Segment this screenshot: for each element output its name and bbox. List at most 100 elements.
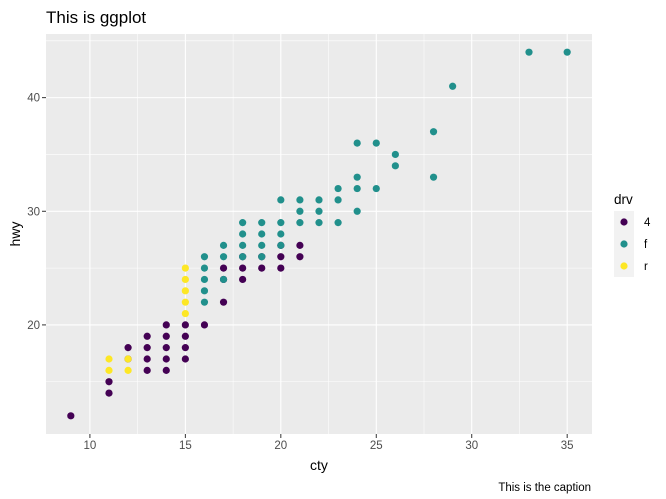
data-point-f xyxy=(563,48,571,56)
data-point-r xyxy=(124,366,132,374)
legend-swatch-r xyxy=(620,262,628,270)
data-point-f xyxy=(219,253,228,261)
data-point-r xyxy=(181,275,189,284)
data-point-4 xyxy=(143,355,151,363)
legend: drv 4 fr xyxy=(614,192,651,277)
data-point-4 xyxy=(162,344,170,352)
data-point-f xyxy=(296,207,304,215)
data-point-f xyxy=(353,207,361,215)
data-point-f xyxy=(258,219,266,227)
data-point-4 xyxy=(296,241,304,249)
data-point-f xyxy=(200,275,209,284)
data-point-f xyxy=(353,184,361,193)
legend-label-r: r xyxy=(644,261,648,273)
data-point-f xyxy=(239,241,247,249)
y-axis-title: hwy xyxy=(7,222,23,247)
data-point-f xyxy=(334,219,342,227)
data-point-4 xyxy=(181,355,189,363)
legend-label-f: f xyxy=(644,239,648,251)
x-tick-label: 35 xyxy=(561,440,574,452)
data-point-f xyxy=(296,219,304,227)
data-point-4 xyxy=(277,253,285,261)
x-tick-label: 25 xyxy=(370,440,383,452)
data-point-4 xyxy=(277,264,285,272)
data-point-4 xyxy=(181,332,189,340)
x-axis-title: cty xyxy=(310,457,328,473)
data-point-4 xyxy=(219,264,228,272)
data-point-f xyxy=(239,253,247,261)
data-point-f xyxy=(200,264,209,272)
chart-caption: This is the caption xyxy=(498,482,591,494)
data-point-f xyxy=(239,219,247,227)
y-tick-label: 40 xyxy=(27,93,40,105)
data-point-r xyxy=(181,309,189,318)
data-point-f xyxy=(200,253,209,261)
data-point-r xyxy=(124,355,132,363)
data-point-f xyxy=(219,241,228,249)
data-point-4 xyxy=(162,355,170,363)
legend-label-4: 4 xyxy=(644,217,651,229)
data-point-4 xyxy=(105,389,113,397)
x-tick-label: 15 xyxy=(179,440,192,452)
data-point-4 xyxy=(181,321,189,329)
data-points xyxy=(67,48,571,420)
data-point-f xyxy=(200,298,209,306)
data-point-f xyxy=(449,82,457,90)
data-point-4 xyxy=(143,366,151,374)
x-tick-label: 20 xyxy=(274,440,287,452)
data-point-r xyxy=(181,287,189,295)
data-point-f xyxy=(277,241,285,249)
data-point-4 xyxy=(200,321,209,329)
legend-title: drv xyxy=(614,192,633,207)
data-point-f xyxy=(391,150,399,159)
data-point-4 xyxy=(181,344,189,352)
y-axis: 20 30 40 xyxy=(27,93,46,332)
data-point-f xyxy=(200,287,209,295)
data-point-f xyxy=(525,48,533,56)
data-point-r xyxy=(181,298,189,306)
data-point-4 xyxy=(239,264,247,272)
chart-title: This is ggplot xyxy=(46,8,146,27)
data-point-f xyxy=(258,241,266,249)
data-point-f xyxy=(429,173,438,181)
x-tick-label: 30 xyxy=(465,440,478,452)
x-tick-label: 10 xyxy=(84,440,97,452)
y-tick-label: 30 xyxy=(27,206,40,218)
data-point-f xyxy=(258,253,266,261)
data-point-4 xyxy=(239,275,247,284)
data-point-4 xyxy=(162,366,170,374)
data-point-f xyxy=(372,139,380,147)
data-point-f xyxy=(239,230,247,238)
data-point-r xyxy=(181,264,189,272)
data-point-f xyxy=(277,230,285,238)
data-point-4 xyxy=(162,321,170,329)
x-axis: 10 15 20 25 30 35 xyxy=(84,434,574,452)
data-point-f xyxy=(391,162,399,170)
data-point-4 xyxy=(296,253,304,261)
minor-gridlines xyxy=(46,34,592,434)
data-point-f xyxy=(353,173,361,181)
data-point-f xyxy=(258,230,266,238)
data-point-4 xyxy=(219,298,228,306)
data-point-f xyxy=(296,196,304,204)
data-point-f xyxy=(372,184,380,193)
data-point-4 xyxy=(143,344,151,352)
data-point-f xyxy=(315,219,323,227)
data-point-4 xyxy=(258,264,266,272)
data-point-4 xyxy=(124,344,132,352)
data-point-f xyxy=(429,128,438,136)
data-point-r xyxy=(105,366,113,374)
data-point-4 xyxy=(105,378,113,386)
data-point-4 xyxy=(162,332,170,340)
legend-items: 4 fr xyxy=(614,211,651,277)
legend-swatch-f xyxy=(620,240,628,248)
data-point-f xyxy=(315,207,323,215)
y-tick-label: 20 xyxy=(27,320,40,332)
data-point-f xyxy=(334,184,342,193)
legend-swatch-4 xyxy=(620,218,628,226)
data-point-f xyxy=(353,139,361,147)
data-point-4 xyxy=(143,332,151,340)
data-point-f xyxy=(315,196,323,204)
